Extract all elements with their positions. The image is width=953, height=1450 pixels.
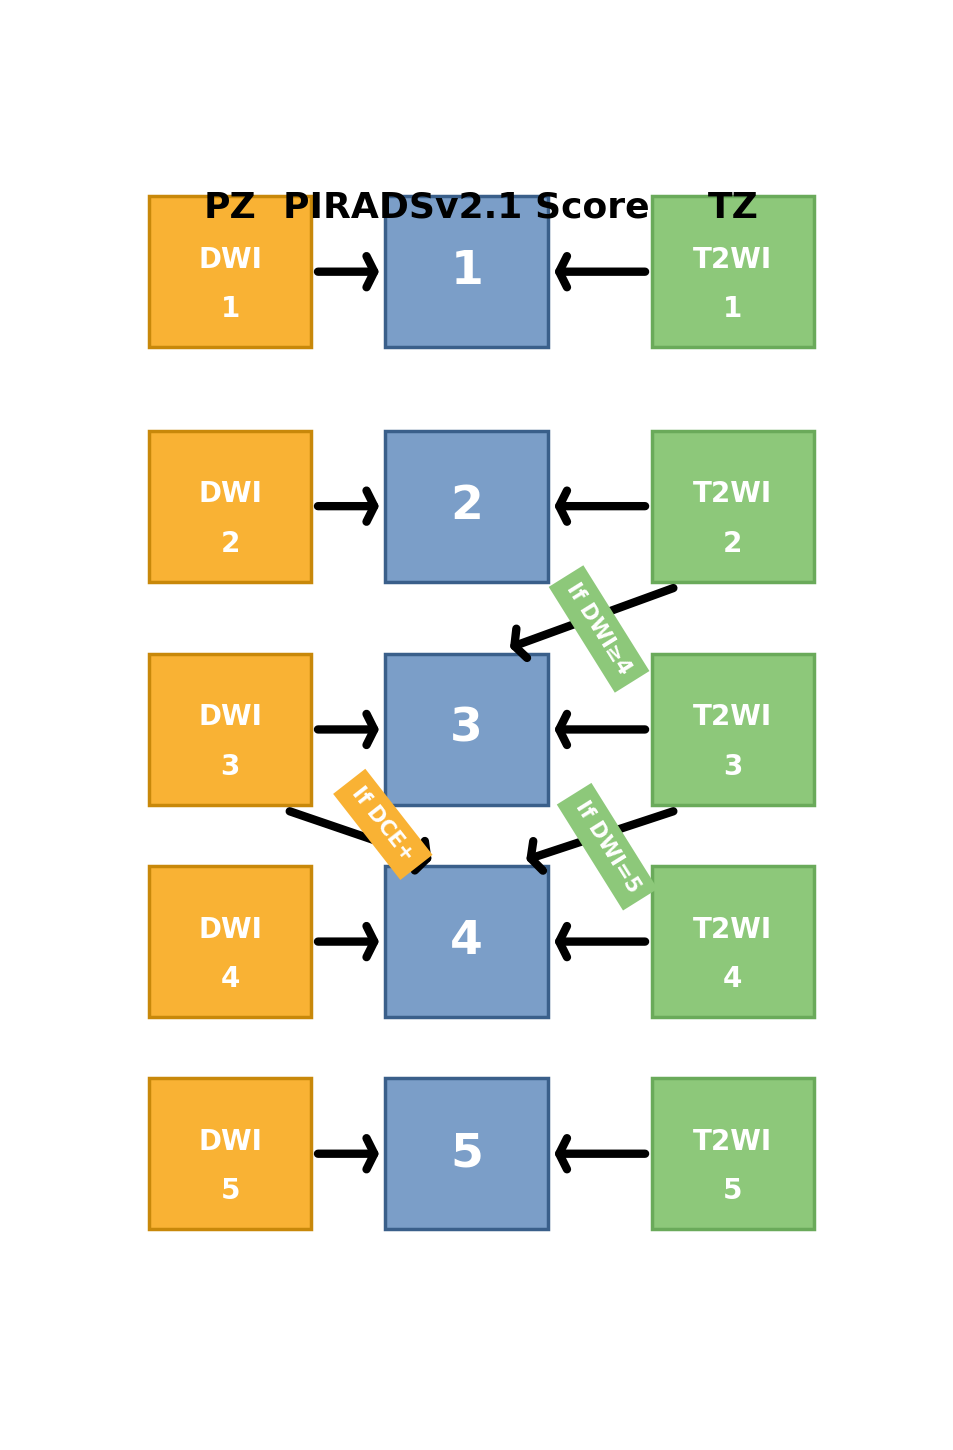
Text: 3: 3 — [220, 753, 239, 782]
FancyBboxPatch shape — [651, 654, 813, 805]
Text: 1: 1 — [220, 296, 239, 323]
FancyBboxPatch shape — [385, 866, 547, 1016]
Text: 4: 4 — [450, 919, 482, 964]
Text: 4: 4 — [722, 966, 741, 993]
Text: If DWI≥4: If DWI≥4 — [562, 580, 635, 679]
Text: 5: 5 — [220, 1177, 239, 1205]
Text: T2WI: T2WI — [693, 480, 772, 508]
FancyBboxPatch shape — [385, 196, 547, 347]
Text: 5: 5 — [450, 1131, 482, 1176]
Text: 1: 1 — [450, 249, 482, 294]
Text: 5: 5 — [722, 1177, 741, 1205]
Text: T2WI: T2WI — [693, 703, 772, 731]
Text: PZ: PZ — [204, 191, 256, 225]
Text: 2: 2 — [450, 484, 482, 529]
Text: If DCE+: If DCE+ — [348, 783, 417, 866]
Text: DWI: DWI — [198, 915, 262, 944]
FancyBboxPatch shape — [149, 196, 311, 347]
Text: PIRADSv2.1 Score: PIRADSv2.1 Score — [283, 191, 649, 225]
Text: DWI: DWI — [198, 480, 262, 508]
FancyBboxPatch shape — [651, 196, 813, 347]
FancyBboxPatch shape — [385, 431, 547, 581]
Text: 4: 4 — [220, 966, 239, 993]
FancyBboxPatch shape — [651, 431, 813, 581]
FancyBboxPatch shape — [385, 654, 547, 805]
Text: T2WI: T2WI — [693, 915, 772, 944]
FancyBboxPatch shape — [651, 866, 813, 1016]
Text: 1: 1 — [722, 296, 741, 323]
FancyBboxPatch shape — [149, 431, 311, 581]
Text: If DWI=5: If DWI=5 — [571, 798, 642, 896]
Text: DWI: DWI — [198, 703, 262, 731]
FancyBboxPatch shape — [149, 1079, 311, 1230]
FancyBboxPatch shape — [149, 866, 311, 1016]
Text: T2WI: T2WI — [693, 245, 772, 274]
Text: TZ: TZ — [707, 191, 758, 225]
FancyBboxPatch shape — [385, 1079, 547, 1230]
Text: T2WI: T2WI — [693, 1128, 772, 1156]
Text: DWI: DWI — [198, 245, 262, 274]
Text: 3: 3 — [722, 753, 741, 782]
Text: 3: 3 — [450, 708, 482, 753]
FancyBboxPatch shape — [149, 654, 311, 805]
Text: DWI: DWI — [198, 1128, 262, 1156]
FancyBboxPatch shape — [651, 1079, 813, 1230]
Text: 2: 2 — [722, 529, 741, 558]
Text: 2: 2 — [220, 529, 239, 558]
